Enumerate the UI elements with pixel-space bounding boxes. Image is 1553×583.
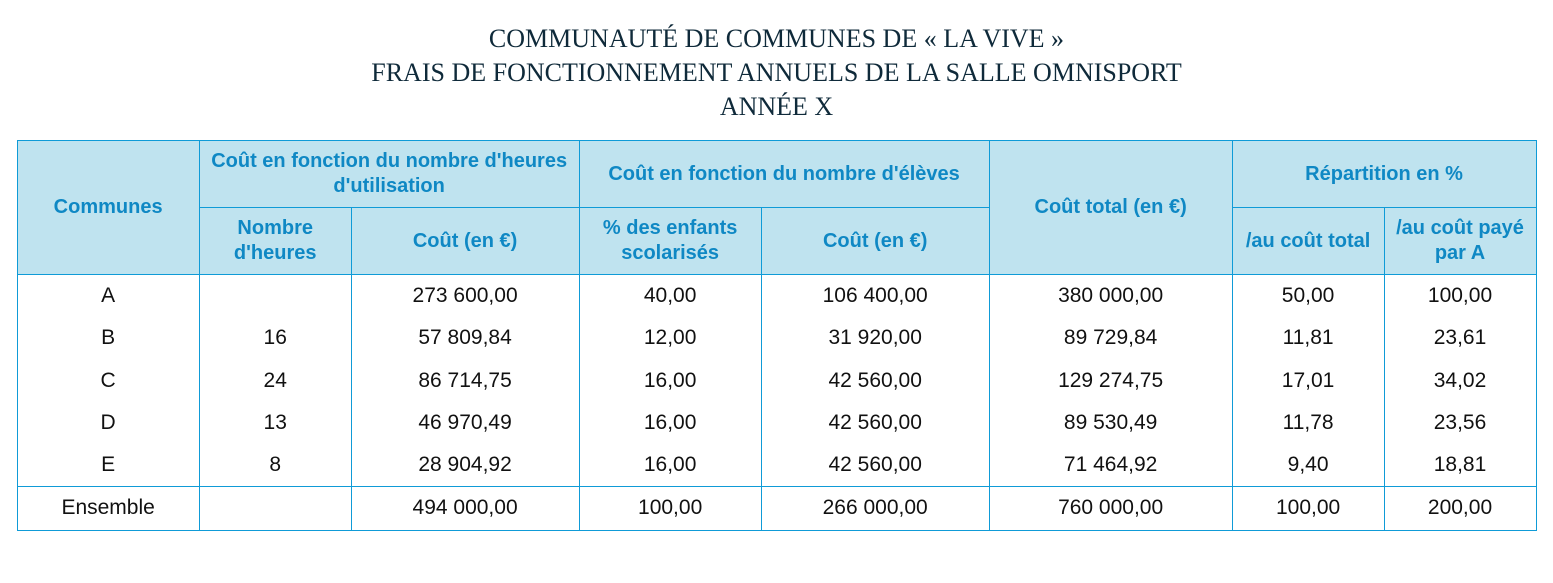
th-nb-hours: Nombre d'heures <box>199 208 351 275</box>
cell-pct_children: 16,00 <box>579 360 761 402</box>
table-row-D: D1346 970,4916,0042 560,0089 530,4911,78… <box>17 402 1536 444</box>
title-line-3: ANNÉE X <box>17 92 1537 122</box>
cell-cost_total: 89 530,49 <box>989 402 1232 444</box>
th-group-students: Coût en fonction du nombre d'élèves <box>579 141 989 208</box>
cell-pct_children: 16,00 <box>579 402 761 444</box>
table-row-C: C2486 714,7516,0042 560,00129 274,7517,0… <box>17 360 1536 402</box>
cell-pct_children: 100,00 <box>579 487 761 530</box>
cell-cost_hours: 86 714,75 <box>351 360 579 402</box>
table-body: A 273 600,0040,00106 400,00380 000,0050,0… <box>17 275 1536 531</box>
cell-nb_hours: 13 <box>199 402 351 444</box>
table-row-B: B1657 809,8412,0031 920,0089 729,8411,81… <box>17 317 1536 359</box>
cell-pct_children: 40,00 <box>579 275 761 318</box>
cost-table: Communes Coût en fonction du nombre d'he… <box>17 140 1537 531</box>
cell-cost_students: 31 920,00 <box>761 317 989 359</box>
cell-rep_a: 18,81 <box>1384 444 1536 487</box>
cell-rep_a: 34,02 <box>1384 360 1536 402</box>
cell-cost_students: 42 560,00 <box>761 360 989 402</box>
cell-commune: B <box>17 317 199 359</box>
th-rep-total: /au coût total <box>1232 208 1384 275</box>
title-block: COMMUNAUTÉ DE COMMUNES DE « LA VIVE » FR… <box>17 24 1537 122</box>
cell-pct_children: 12,00 <box>579 317 761 359</box>
cell-commune: C <box>17 360 199 402</box>
th-cost-students: Coût (en €) <box>761 208 989 275</box>
cell-commune: E <box>17 444 199 487</box>
cell-rep_total: 100,00 <box>1232 487 1384 530</box>
table-row-E: E828 904,9216,0042 560,0071 464,929,4018… <box>17 444 1536 487</box>
cell-rep_a: 23,56 <box>1384 402 1536 444</box>
cell-rep_a: 200,00 <box>1384 487 1536 530</box>
table-row-A: A 273 600,0040,00106 400,00380 000,0050,0… <box>17 275 1536 318</box>
th-group-hours: Coût en fonction du nombre d'heures d'ut… <box>199 141 579 208</box>
cell-cost_students: 106 400,00 <box>761 275 989 318</box>
cell-cost_hours: 28 904,92 <box>351 444 579 487</box>
cell-commune: A <box>17 275 199 318</box>
cell-cost_students: 266 000,00 <box>761 487 989 530</box>
table-row-total: Ensemble494 000,00100,00266 000,00760 00… <box>17 487 1536 530</box>
th-pct-children: % des enfants scolarisés <box>579 208 761 275</box>
cell-rep_total: 50,00 <box>1232 275 1384 318</box>
title-line-2: FRAIS DE FONCTIONNEMENT ANNUELS DE LA SA… <box>17 58 1537 88</box>
title-line-1: COMMUNAUTÉ DE COMMUNES DE « LA VIVE » <box>17 24 1537 54</box>
cell-rep_total: 17,01 <box>1232 360 1384 402</box>
cell-cost_hours: 57 809,84 <box>351 317 579 359</box>
th-communes: Communes <box>17 141 199 275</box>
cell-cost_total: 129 274,75 <box>989 360 1232 402</box>
cell-cost_hours: 46 970,49 <box>351 402 579 444</box>
cell-cost_total: 89 729,84 <box>989 317 1232 359</box>
cell-rep_total: 11,81 <box>1232 317 1384 359</box>
cell-cost_students: 42 560,00 <box>761 444 989 487</box>
cell-nb_hours <box>199 487 351 530</box>
cell-rep_a: 23,61 <box>1384 317 1536 359</box>
cell-nb_hours: 24 <box>199 360 351 402</box>
cell-rep_total: 11,78 <box>1232 402 1384 444</box>
cell-cost_total: 380 000,00 <box>989 275 1232 318</box>
cell-rep_a: 100,00 <box>1384 275 1536 318</box>
cell-cost_hours: 494 000,00 <box>351 487 579 530</box>
th-cost-total: Coût total (en €) <box>989 141 1232 275</box>
cell-cost_students: 42 560,00 <box>761 402 989 444</box>
cell-nb_hours <box>199 275 351 318</box>
cell-cost_total: 760 000,00 <box>989 487 1232 530</box>
cell-commune: D <box>17 402 199 444</box>
cell-rep_total: 9,40 <box>1232 444 1384 487</box>
th-rep-a: /au coût payé par A <box>1384 208 1536 275</box>
th-cost-hours: Coût (en €) <box>351 208 579 275</box>
cell-nb_hours: 8 <box>199 444 351 487</box>
cell-nb_hours: 16 <box>199 317 351 359</box>
cell-cost_total: 71 464,92 <box>989 444 1232 487</box>
th-group-repartition: Répartition en % <box>1232 141 1536 208</box>
cell-commune: Ensemble <box>17 487 199 530</box>
cell-pct_children: 16,00 <box>579 444 761 487</box>
cell-cost_hours: 273 600,00 <box>351 275 579 318</box>
